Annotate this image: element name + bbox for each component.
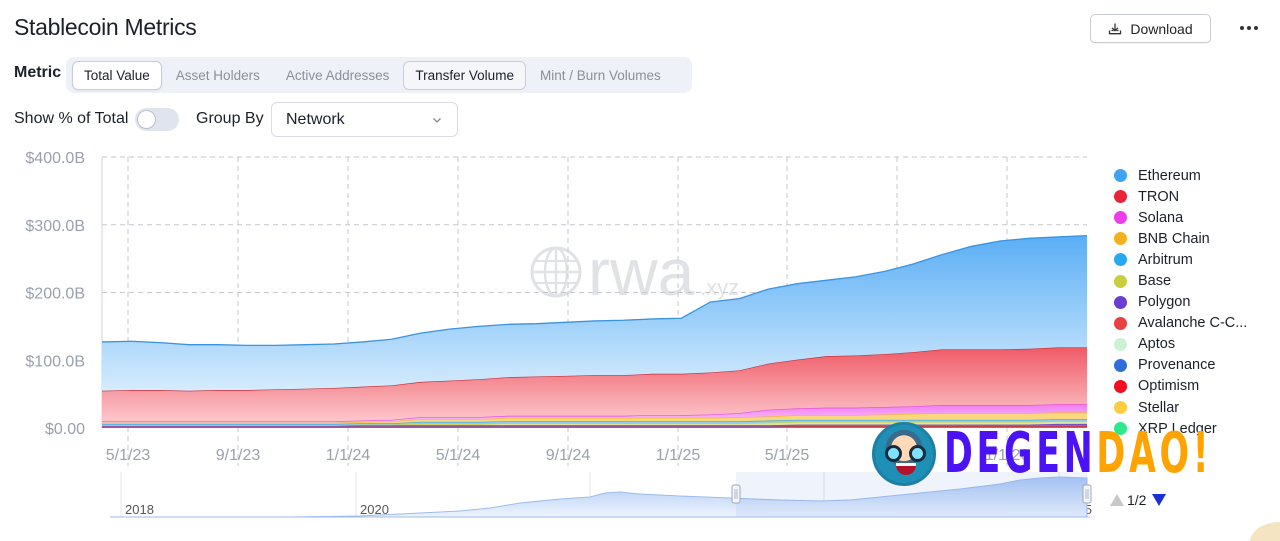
legend-dot-icon [1114,232,1127,246]
legend-item[interactable]: Provenance [1114,355,1280,376]
legend-label: Provenance [1138,357,1216,374]
legend-label: Base [1138,273,1172,290]
legend-page-down-icon[interactable] [1152,494,1167,506]
svg-text:$300.0B: $300.0B [25,218,85,235]
navigator-handle[interactable] [1082,484,1092,504]
legend-item[interactable]: Avalanche C-C... [1114,313,1280,334]
legend-label: Aptos [1138,336,1176,353]
legend-item[interactable]: Stellar [1114,397,1280,418]
tab-transfer-volume[interactable]: Transfer Volume [403,60,526,90]
svg-text:5/1/25: 5/1/25 [765,447,810,464]
svg-text:1/1/24: 1/1/24 [326,447,371,464]
show-percent-toggle[interactable] [135,108,179,131]
stacked-area-chart[interactable]: $0.00 $100.0B $200.0B $300.0B $400.0B 5/1/23 9… [0,140,1110,540]
more-horizontal-icon [1240,26,1244,30]
legend-dot-icon [1114,422,1127,436]
chevron-down-icon [433,117,441,123]
metric-label: Metric [14,64,62,81]
svg-text:$400.0B: $400.0B [25,150,85,167]
svg-text:$200.0B: $200.0B [25,286,85,303]
svg-text:1/1/25: 1/1/25 [656,447,701,464]
tab-asset-holders[interactable]: Asset Holders [175,67,260,83]
svg-text:rwa: rwa [588,235,695,309]
area-ethereum [102,235,1087,391]
svg-text:1/1/26: 1/1/26 [985,447,1030,464]
legend-item[interactable]: XRP Ledger [1114,418,1280,439]
legend-label: Polygon [1138,294,1191,311]
legend-item[interactable]: TRON [1114,186,1280,207]
toggle-knob [137,110,156,129]
legend-dot-icon [1114,379,1127,393]
download-icon [1109,23,1122,34]
area-tron [102,347,1087,422]
legend-dot-icon [1114,337,1127,351]
legend-label: Ethereum [1138,167,1201,184]
tab-active-addresses[interactable]: Active Addresses [285,67,390,83]
legend-item[interactable]: Aptos [1114,334,1280,355]
legend-dot-icon [1114,316,1127,330]
svg-text:2020: 2020 [360,502,389,517]
legend-pager: 1/2 [1110,492,1167,508]
more-dot [1254,26,1258,30]
svg-text:$0.00: $0.00 [45,421,85,438]
legend-item[interactable]: Solana [1114,207,1280,228]
svg-text:.xyz: .xyz [700,275,739,300]
legend-label: BNB Chain [1138,230,1210,247]
area-solana [102,404,1087,423]
legend-item[interactable]: Base [1114,270,1280,291]
svg-text:9/1/23: 9/1/23 [216,447,261,464]
legend-dot-icon [1114,358,1127,372]
legend-dot-icon [1114,274,1127,288]
tab-total-value[interactable]: Total Value [72,60,162,90]
navigator-handle[interactable] [731,484,741,504]
svg-text:$100.0B: $100.0B [25,353,85,370]
legend-item[interactable]: Arbitrum [1114,249,1280,270]
svg-text:9/1/25: 9/1/25 [875,447,920,464]
legend-label: XRP Ledger [1138,420,1217,437]
download-button[interactable]: Download [1090,14,1211,43]
legend-dot-icon [1114,169,1127,183]
legend-item[interactable]: Polygon [1114,292,1280,313]
svg-text:9/1/24: 9/1/24 [546,447,591,464]
corner-decoration [1250,522,1280,541]
legend-item[interactable]: Ethereum [1114,165,1280,186]
legend-dot-icon [1114,211,1127,225]
legend-item[interactable]: BNB Chain [1114,228,1280,249]
svg-text:5/1/24: 5/1/24 [436,447,481,464]
legend-dot-icon [1114,253,1127,267]
legend-label: TRON [1138,188,1180,205]
metric-tabs: Total Value Asset Holders Active Address… [66,57,692,93]
page-title: Stablecoin Metrics [14,14,197,40]
group-by-select[interactable]: Network [271,102,458,137]
show-percent-label: Show % of Total [14,110,129,127]
group-by-value: Network [286,110,345,128]
tab-mint-burn-volumes[interactable]: Mint / Burn Volumes [539,67,661,83]
legend-label: Solana [1138,209,1184,226]
legend-dot-icon [1114,401,1127,415]
legend-page-up-icon[interactable] [1110,494,1124,506]
download-label: Download [1130,20,1193,37]
legend-label: Arbitrum [1138,251,1193,268]
svg-text:2018: 2018 [125,502,154,517]
legend-label: Stellar [1138,399,1180,416]
group-by-label: Group By [196,110,264,127]
chart-legend: Ethereum TRON Solana BNB Chain Arbitrum Base P… [1114,165,1280,439]
more-dot [1247,26,1251,30]
svg-text:5/1/23: 5/1/23 [106,447,151,464]
legend-item[interactable]: Optimism [1114,376,1280,397]
legend-page-indicator: 1/2 [1127,492,1147,508]
legend-label: Avalanche C-C... [1138,315,1248,332]
legend-label: Optimism [1138,378,1200,395]
more-options-button[interactable] [1236,16,1262,40]
legend-dot-icon [1114,190,1127,204]
legend-dot-icon [1114,295,1127,309]
